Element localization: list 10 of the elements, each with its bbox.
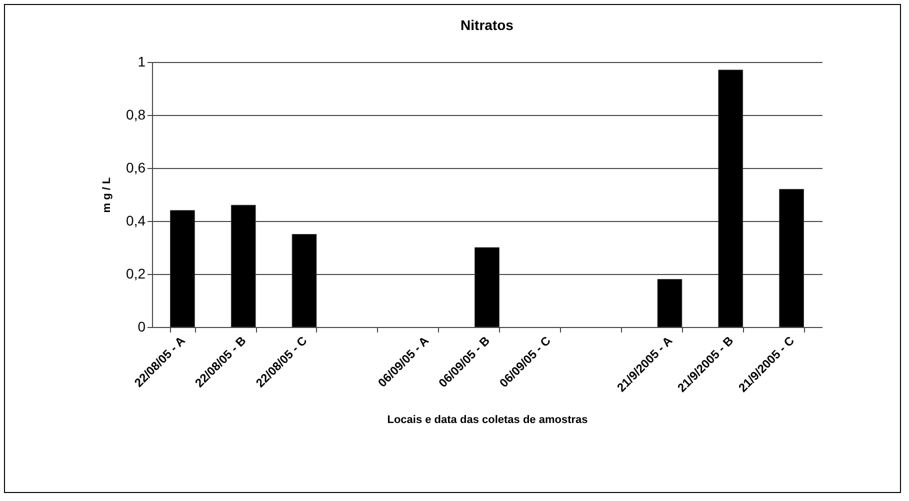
y-tick-label: 0,2 [126,266,146,282]
y-axis-title: m g / L [101,177,114,213]
y-tick-label: 0,4 [126,212,146,228]
y-tick-label: 0 [138,318,146,334]
y-tick-label: 0,6 [126,160,146,176]
y-tick-label: 1 [138,54,146,70]
bar [657,279,682,328]
y-tick-label: 0,8 [126,106,146,122]
x-axis-title: Locais e data das coletas de amostras [387,414,588,426]
chart-title: Nitratos [460,17,514,33]
